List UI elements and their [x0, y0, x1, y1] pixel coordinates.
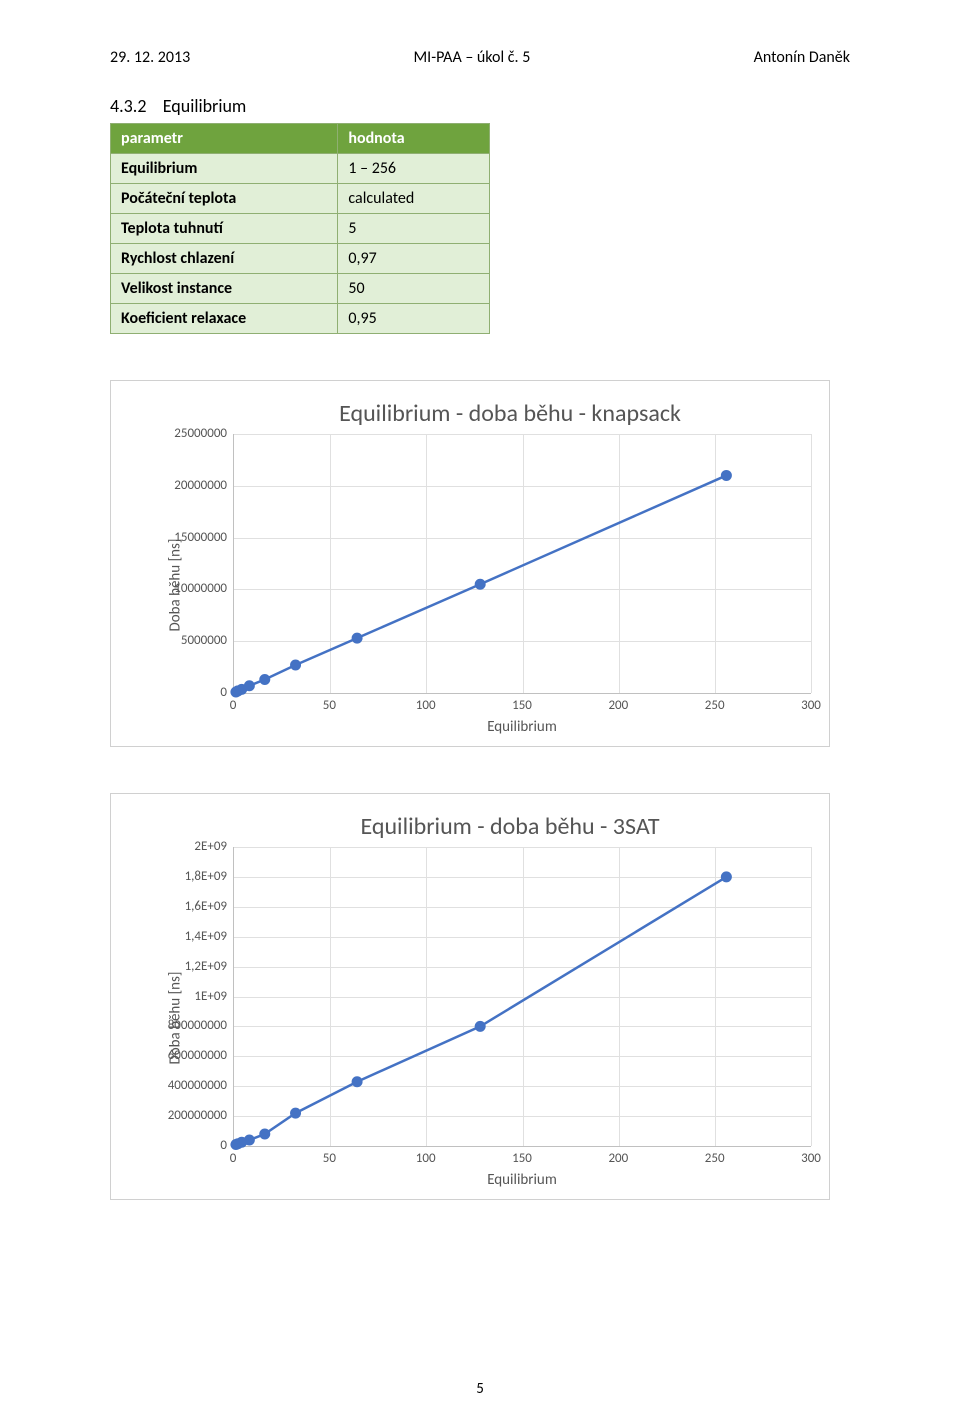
chart-knapsack: Equilibrium - doba běhu - knapsack Doba …	[110, 380, 830, 747]
th-value: hodnota	[338, 124, 490, 154]
chart-title: Equilibrium - doba běhu - 3SAT	[209, 812, 811, 841]
chart-xticks: 050100150200250300	[233, 1151, 811, 1169]
table-row: Velikost instance50	[111, 274, 490, 304]
chart-plot-area	[233, 434, 811, 694]
section-heading: 4.3.2 Equilibrium	[110, 95, 850, 117]
th-param: parametr	[111, 124, 338, 154]
header-author: Antonín Daněk	[754, 48, 850, 67]
header-date: 29. 12. 2013	[110, 48, 190, 67]
chart-title: Equilibrium - doba běhu - knapsack	[209, 399, 811, 428]
chart-yticks: 2E+091,8E+091,6E+091,4E+091,2E+091E+0980…	[153, 847, 233, 1147]
table-header-row: parametr hodnota	[111, 124, 490, 154]
chart-xticks: 050100150200250300	[233, 698, 811, 716]
chart-xlabel: Equilibrium	[233, 718, 811, 736]
chart-plot-area	[233, 847, 811, 1147]
chart-yticks: 2500000020000000150000001000000050000000	[153, 434, 233, 694]
table-row: Koeficient relaxace0,95	[111, 304, 490, 334]
table-row: Teplota tuhnutí5	[111, 214, 490, 244]
table-row: Equilibrium1 – 256	[111, 154, 490, 184]
page-number: 5	[0, 1380, 960, 1398]
page-header: 29. 12. 2013 MI-PAA – úkol č. 5 Antonín …	[110, 48, 850, 67]
params-table: parametr hodnota Equilibrium1 – 256 Počá…	[110, 123, 490, 334]
page: 29. 12. 2013 MI-PAA – úkol č. 5 Antonín …	[0, 0, 960, 1428]
header-course: MI-PAA – úkol č. 5	[413, 48, 530, 67]
chart-xlabel: Equilibrium	[233, 1171, 811, 1189]
chart-3sat: Equilibrium - doba běhu - 3SAT Doba běhu…	[110, 793, 830, 1200]
section-number: 4.3.2	[110, 95, 146, 117]
table-row: Počáteční teplotacalculated	[111, 184, 490, 214]
section-title: Equilibrium	[163, 95, 247, 117]
table-row: Rychlost chlazení0,97	[111, 244, 490, 274]
